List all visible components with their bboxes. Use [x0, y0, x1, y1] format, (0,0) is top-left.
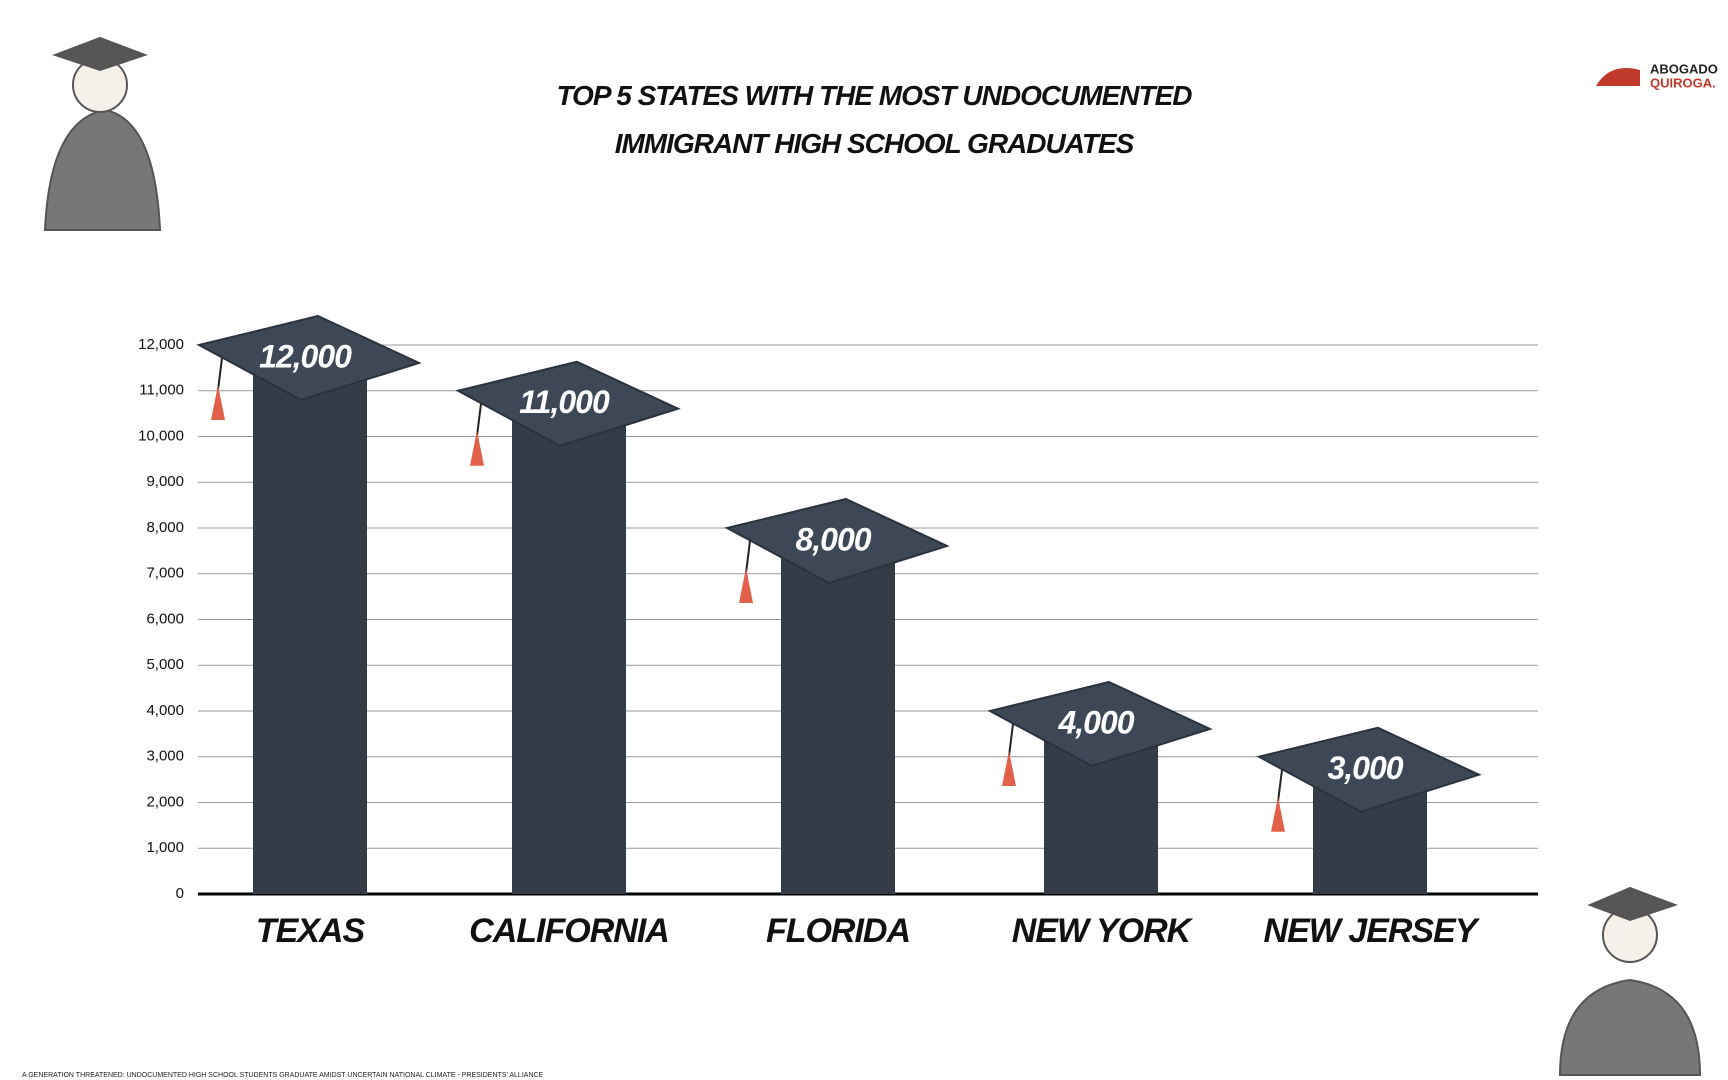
- y-tick-label: 2,000: [146, 793, 184, 810]
- x-tick-label: FLORIDA: [766, 912, 910, 950]
- tassel: [739, 568, 753, 603]
- value-label: 11,000: [519, 384, 610, 420]
- y-tick-label: 4,000: [146, 702, 184, 719]
- y-tick-label: 0: [176, 885, 184, 902]
- cap: [455, 360, 681, 447]
- tassel-cord: [1008, 723, 1014, 757]
- y-tick-label: 10,000: [138, 427, 184, 444]
- y-tick-label: 3,000: [146, 748, 184, 765]
- chart-title: TOP 5 STATES WITH THE MOST UNDOCUMENTED …: [556, 80, 1192, 159]
- x-tick-label: CALIFORNIA: [469, 912, 669, 950]
- value-label: 4,000: [1057, 704, 1134, 740]
- source: A GENERATION THREATENED: UNDOCUMENTED HI…: [22, 1072, 544, 1079]
- tassel: [1271, 796, 1285, 832]
- cap: [987, 680, 1213, 768]
- tassel: [470, 430, 484, 466]
- tassel-cord: [1277, 769, 1283, 802]
- bar: [512, 390, 626, 894]
- value-label: 12,000: [259, 338, 352, 374]
- logo-text: ABOGADO: [1650, 61, 1718, 76]
- bar: [781, 528, 895, 894]
- tassel-cord: [476, 403, 482, 436]
- y-tick-label: 11,000: [139, 382, 184, 399]
- value-label: 3,000: [1327, 750, 1403, 786]
- decor: [43, 36, 1702, 1076]
- y-tick-label: 12,000: [138, 336, 184, 353]
- logo-mark: [1596, 68, 1640, 86]
- y-tick-label: 5,000: [146, 656, 184, 673]
- value-label: 8,000: [795, 521, 871, 557]
- tassel: [211, 385, 225, 420]
- x-tick-label: NEW JERSEY: [1264, 912, 1481, 950]
- cap: [724, 497, 950, 585]
- tassel-cord: [745, 540, 751, 574]
- x-tick-label: NEW YORK: [1012, 912, 1194, 950]
- tassel: [1002, 751, 1016, 786]
- tassel-cord: [217, 357, 223, 391]
- y-tick-label: 1,000: [146, 839, 184, 856]
- logo-text: QUIROGA.: [1650, 75, 1716, 90]
- cap: [1256, 726, 1482, 813]
- x-tick-label: TEXAS: [256, 912, 366, 950]
- cap: [196, 314, 422, 402]
- y-tick-label: 9,000: [146, 473, 184, 490]
- bar: [253, 345, 367, 894]
- y-tick-label: 8,000: [146, 519, 184, 536]
- y-tick-label: 6,000: [146, 610, 184, 627]
- y-tick-label: 7,000: [146, 565, 184, 582]
